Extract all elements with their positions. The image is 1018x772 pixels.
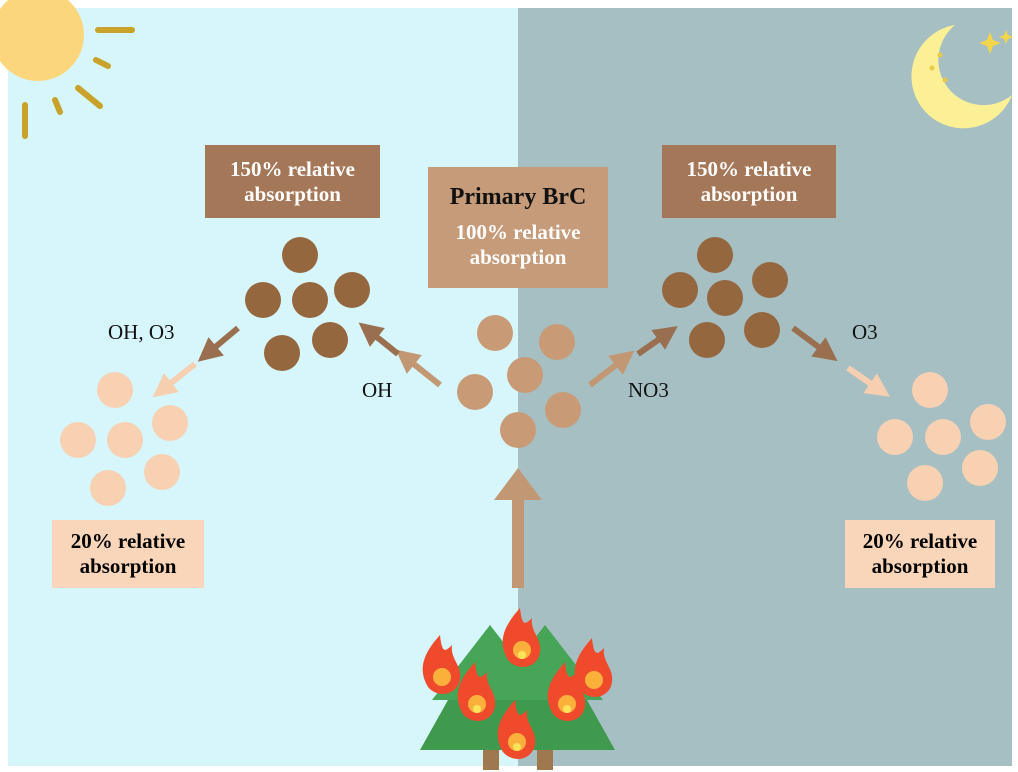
night-aged-label: 150% relative absorption: [662, 145, 836, 218]
diagram: 150% relative absorption 150% relative a…: [0, 0, 1018, 772]
night-bleaching-oxidant: O3: [852, 320, 878, 345]
background: [0, 0, 1018, 772]
primary-title: Primary BrC: [450, 185, 587, 210]
day-aging-oxidant: OH: [362, 378, 392, 403]
primary-absorption: 100% relative absorption: [436, 220, 600, 270]
primary-box: Primary BrC 100% relative absorption: [428, 167, 608, 288]
day-bleached-label: 20% relative absorption: [52, 520, 204, 588]
night-aging-oxidant: NO3: [628, 378, 669, 403]
night-bleached-label: 20% relative absorption: [845, 520, 995, 588]
day-bleaching-oxidants: OH, O3: [108, 320, 175, 345]
day-aged-label: 150% relative absorption: [205, 145, 380, 218]
